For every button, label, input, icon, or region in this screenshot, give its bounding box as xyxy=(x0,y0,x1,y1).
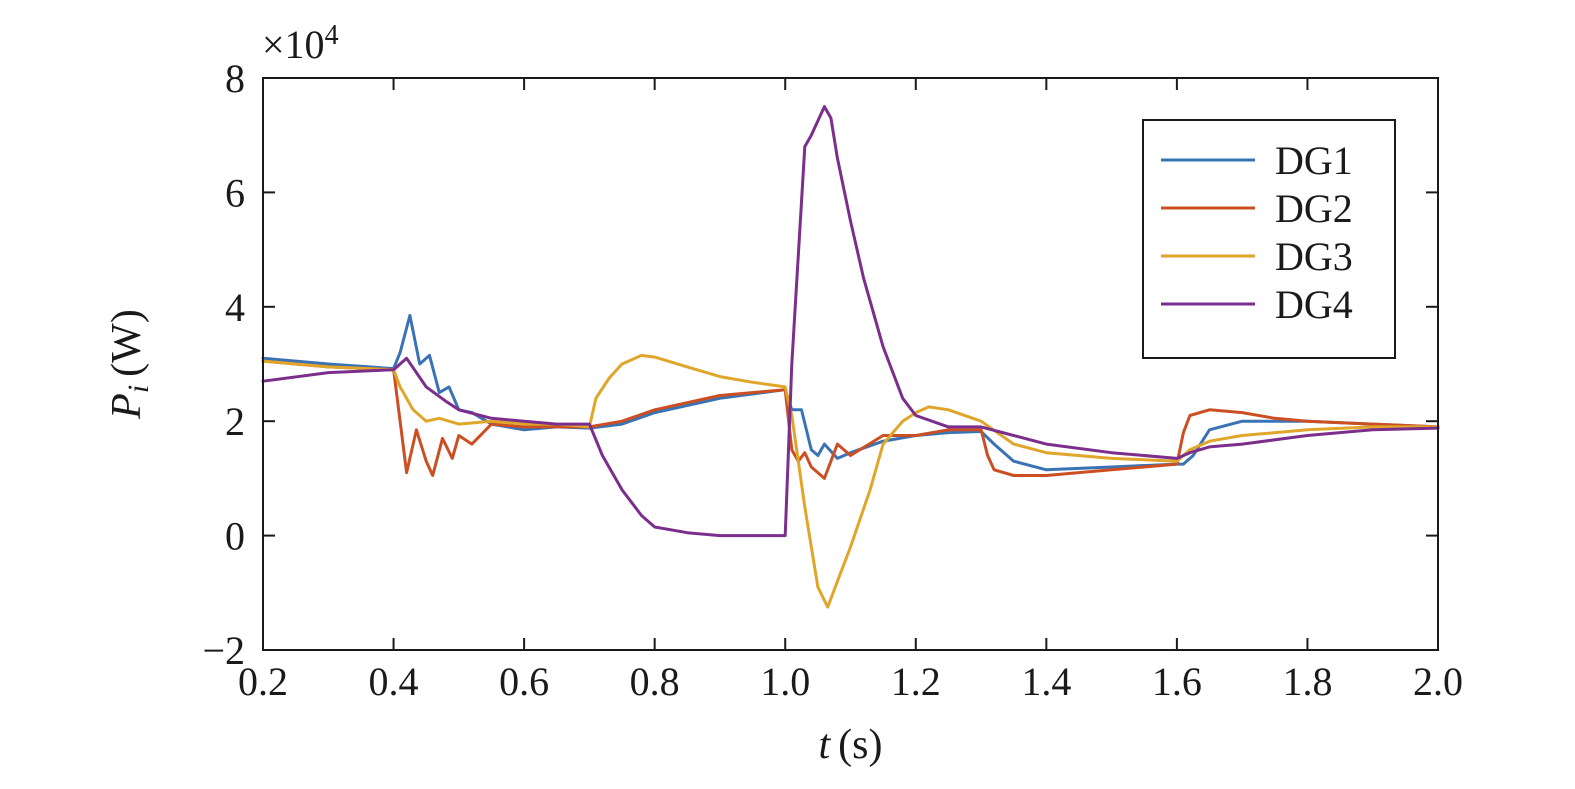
x-tick-label: 0.4 xyxy=(369,659,419,704)
x-axis-symbol: t xyxy=(819,722,832,768)
x-tick-label: 0.6 xyxy=(499,659,549,704)
y-tick-label: 0 xyxy=(225,514,245,559)
y-tick-label: 8 xyxy=(225,56,245,101)
y-tick-label: −2 xyxy=(202,628,245,673)
y-tick-label: 2 xyxy=(225,399,245,444)
y-axis-symbol: P xyxy=(104,393,150,420)
series-line-dg2 xyxy=(261,359,1440,480)
legend-label-dg1: DG1 xyxy=(1275,138,1353,183)
x-tick-label: 1.2 xyxy=(891,659,941,704)
x-tick-label: 1.8 xyxy=(1282,659,1332,704)
y-multiplier-base: ×10 xyxy=(262,22,325,67)
y-axis-multiplier: ×104 xyxy=(262,20,339,67)
series-line-dg3 xyxy=(261,353,1440,609)
x-tick-label: 1.6 xyxy=(1152,659,1202,704)
y-axis-subscript: i xyxy=(122,385,155,393)
y-multiplier-exponent: 4 xyxy=(325,20,339,51)
legend-label-dg3: DG3 xyxy=(1275,234,1353,279)
y-tick-label: 4 xyxy=(225,285,245,330)
legend-box xyxy=(1142,119,1396,359)
x-axis-label: t (s) xyxy=(819,722,883,768)
y-axis-unit: (W) xyxy=(104,309,150,377)
legend-label-dg2: DG2 xyxy=(1275,186,1353,231)
x-tick-label: 1.4 xyxy=(1021,659,1071,704)
x-tick-label: 0.2 xyxy=(238,659,288,704)
y-axis-ticks: −2 0 2 4 6 8 xyxy=(202,56,1438,673)
y-tick-label: 6 xyxy=(225,170,245,215)
x-axis-unit: (s) xyxy=(838,722,882,768)
y-axis-label: Pi (W) xyxy=(104,309,155,420)
series-line-dg4 xyxy=(261,105,1440,538)
series-lines xyxy=(261,105,1440,609)
x-tick-label: 2.0 xyxy=(1413,659,1463,704)
x-tick-label: 1.0 xyxy=(760,659,810,704)
x-axis-ticks: 0.2 0.4 0.6 0.8 1.0 1.2 1.4 1.6 1.8 2.0 xyxy=(238,78,1463,704)
legend-label-dg4: DG4 xyxy=(1275,282,1353,327)
plot-area-frame xyxy=(262,77,1439,651)
x-tick-label: 0.8 xyxy=(630,659,680,704)
